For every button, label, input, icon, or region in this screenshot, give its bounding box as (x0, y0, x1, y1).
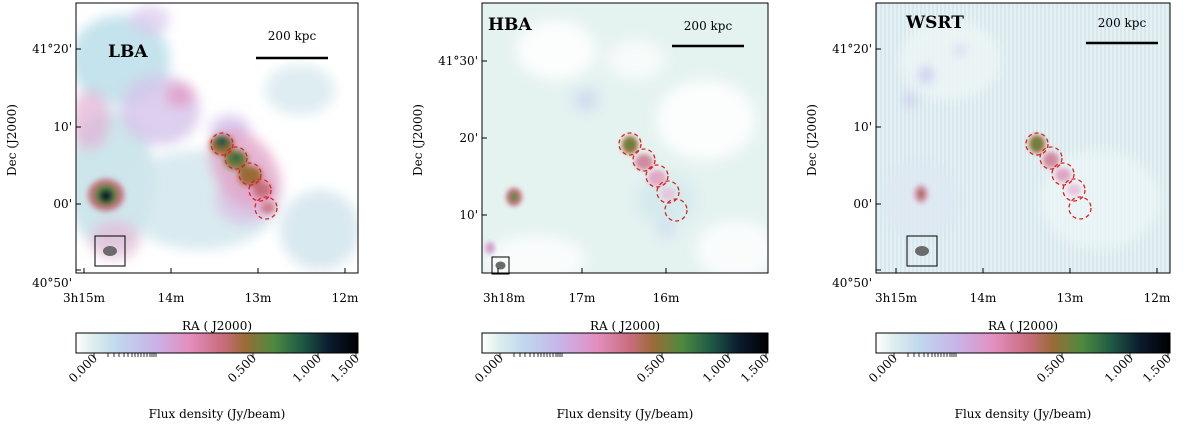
scalebar-label: 200 kpc (268, 29, 317, 43)
dec-tick: 10' (459, 208, 478, 222)
colorbar-tick: 0.500 (634, 351, 668, 385)
colorbar-tick: 0.000 (472, 351, 506, 385)
compact-source (914, 185, 928, 203)
dec-tick: 40°50' (32, 276, 72, 290)
ra-tick: 3h15m (875, 291, 918, 305)
extended-source (210, 135, 275, 214)
ra-tick: 13m (245, 291, 272, 305)
colorbar-label: Flux density (Jy/beam) (955, 407, 1092, 421)
beam-box (491, 256, 510, 275)
panel-label: WSRT (905, 13, 964, 33)
colorbar-label: Flux density (Jy/beam) (149, 407, 286, 421)
colorbar-tick: 1.000 (1102, 351, 1136, 385)
dec-tick: 41°20' (832, 42, 872, 56)
colorbar-tick: 0.500 (225, 351, 259, 385)
wsrt-radio-image (876, 3, 1170, 273)
colorbar-tick: 0.500 (1034, 351, 1068, 385)
beam-box (94, 235, 126, 267)
scalebar-label: 200 kpc (684, 19, 733, 33)
beam-ellipse (103, 246, 117, 256)
y-axis-label: Dec (J2000) (411, 104, 425, 176)
ra-tick: 14m (970, 291, 997, 305)
lba-radio-image (76, 3, 358, 273)
dec-tick: 20' (459, 131, 478, 145)
colorbar (75, 332, 359, 354)
colorbar (875, 332, 1171, 354)
beam-box (906, 235, 938, 267)
ra-tick: 3h18m (483, 291, 526, 305)
extended-source (622, 136, 675, 200)
colorbar (481, 332, 769, 354)
y-axis-label: Dec (J2000) (805, 104, 819, 176)
compact-source (88, 179, 124, 211)
ra-tick: 14m (158, 291, 185, 305)
colorbar-tick: 0.000 (66, 351, 100, 385)
dec-tick: 00' (53, 197, 72, 211)
beam-ellipse (495, 261, 506, 270)
image-frame (75, 2, 359, 274)
panel-label: LBA (108, 42, 148, 62)
scalebar-label: 200 kpc (1098, 16, 1147, 30)
beam-ellipse (915, 246, 929, 256)
source-regions (210, 132, 278, 220)
colorbar-tick: 1.500 (1140, 351, 1174, 385)
dec-tick: 41°20' (32, 42, 72, 56)
image-frame (875, 2, 1171, 274)
hba-radio-image (482, 3, 768, 273)
colorbar-tick: 1.500 (328, 351, 362, 385)
colorbar-tick: 1.500 (738, 351, 772, 385)
dec-tick: 00' (853, 197, 872, 211)
ra-tick: 3h15m (63, 291, 106, 305)
ra-tick: 12m (332, 291, 359, 305)
colorbar-tick: 1.000 (290, 351, 324, 385)
colorbar-label: Flux density (Jy/beam) (557, 407, 694, 421)
ra-tick: 17m (569, 291, 596, 305)
ra-tick: 12m (1144, 291, 1171, 305)
x-axis-label: RA ( J2000) (182, 319, 252, 333)
x-axis-label: RA ( J2000) (988, 319, 1058, 333)
extended-source (1029, 135, 1081, 196)
y-axis-label: Dec (J2000) (5, 104, 19, 176)
colorbar-tick: 1.000 (700, 351, 734, 385)
ra-tick: 13m (1057, 291, 1084, 305)
source-regions (618, 132, 688, 222)
wsrt-panel: 200 kpc WSRT 41°20' 10' 00' 40°50' 3h15m… (800, 0, 1200, 424)
dec-tick: 10' (853, 120, 872, 134)
dec-tick: 10' (53, 120, 72, 134)
lba-panel: 200 kpc LBA 41°20' 10' 00' 40°50' 3h15m … (0, 0, 400, 424)
colorbar-tick: 0.000 (866, 351, 900, 385)
dec-tick: 41°30' (438, 54, 478, 68)
x-axis-label: RA ( J2000) (590, 319, 660, 333)
source-regions (1025, 132, 1092, 220)
ra-tick: 16m (653, 291, 680, 305)
dec-tick: 40°50' (832, 276, 872, 290)
hba-panel: 200 kpc HBA 41°30' 20' 10' 3h18m 17m 16m… (406, 0, 806, 424)
panel-label: HBA (488, 15, 532, 35)
compact-source (485, 188, 522, 254)
